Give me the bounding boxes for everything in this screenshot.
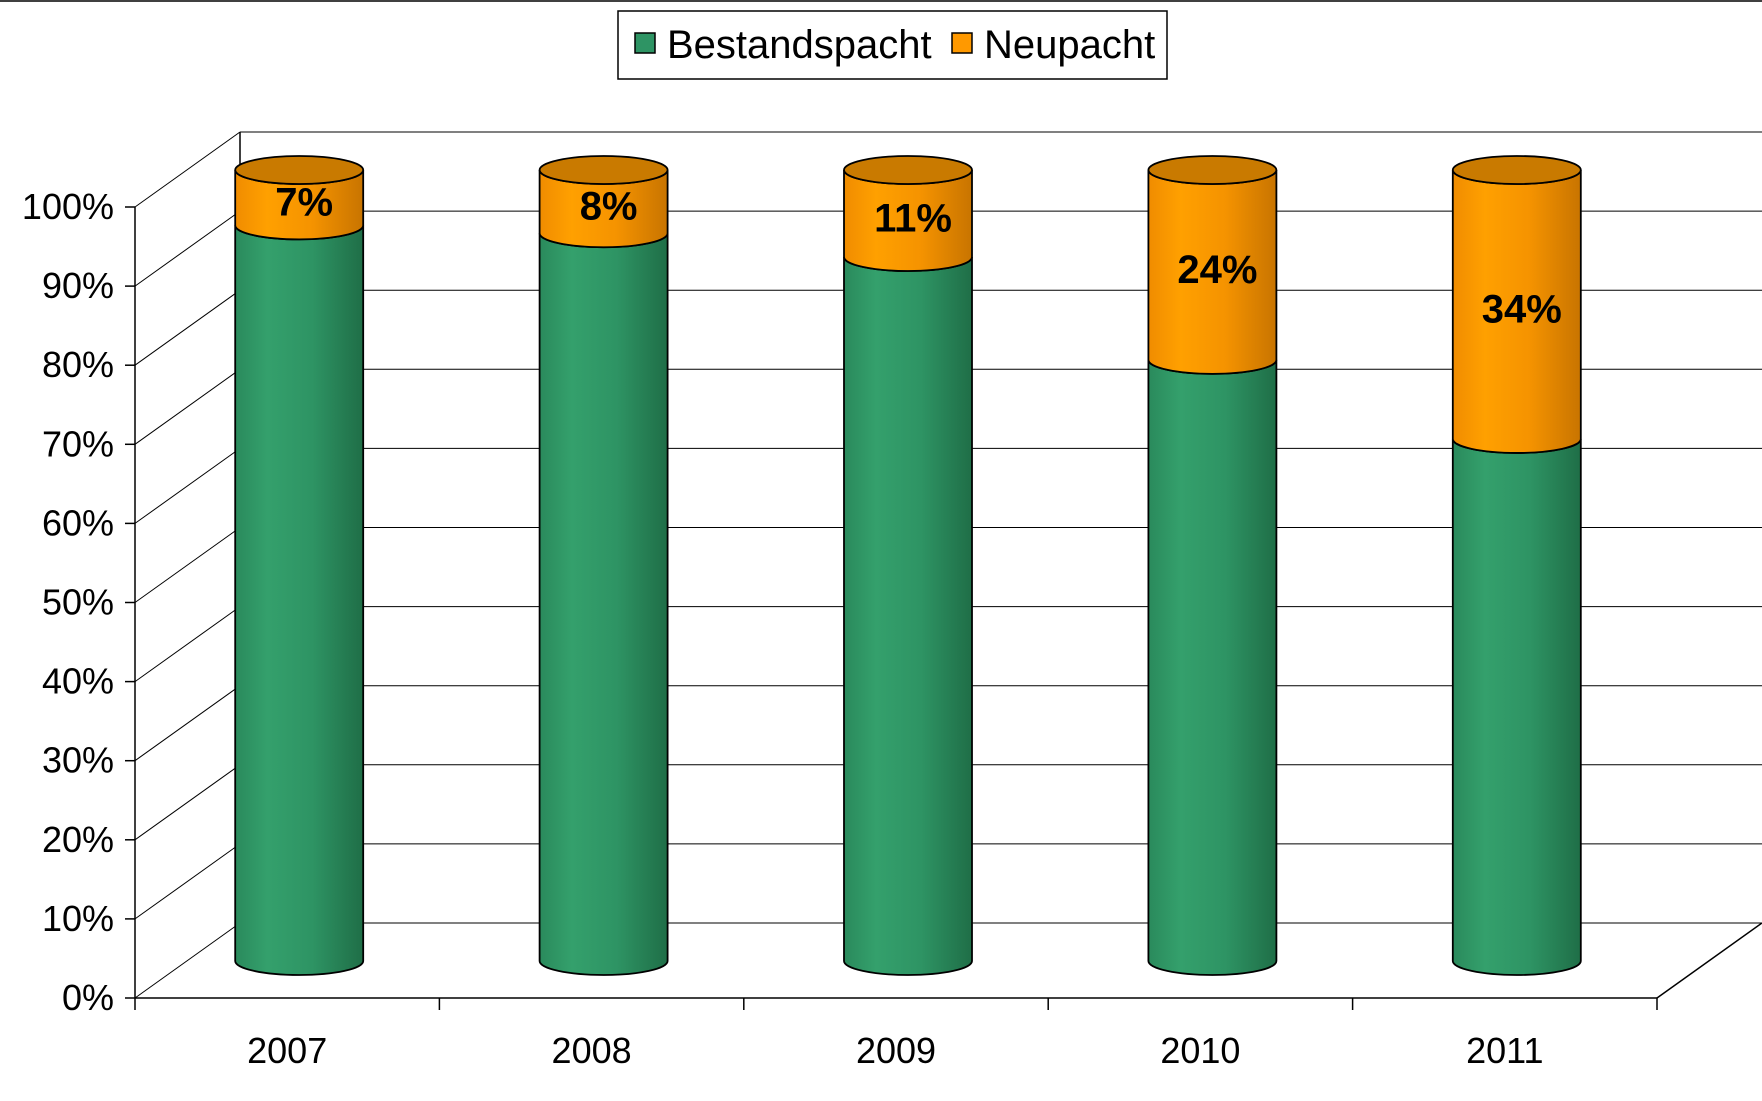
data-label-2011: 34% bbox=[1482, 287, 1562, 331]
side-gridline bbox=[135, 290, 240, 365]
legend: Bestandspacht Neupacht bbox=[618, 11, 1167, 79]
y-tick-label: 90% bbox=[42, 265, 114, 306]
y-tick-label: 100% bbox=[22, 186, 114, 227]
y-tick-label: 30% bbox=[42, 740, 114, 781]
bar-top-2011 bbox=[1453, 156, 1581, 184]
side-gridline bbox=[135, 844, 240, 919]
x-tick-label: 2008 bbox=[552, 1030, 632, 1071]
x-tick-label: 2009 bbox=[856, 1030, 936, 1071]
x-tick-label: 2010 bbox=[1160, 1030, 1240, 1071]
legend-label-neupacht: Neupacht bbox=[984, 23, 1155, 67]
side-gridline bbox=[135, 369, 240, 444]
floor-right-edge bbox=[1657, 923, 1762, 998]
y-tick-label: 60% bbox=[42, 502, 114, 543]
y-tick-label: 20% bbox=[42, 819, 114, 860]
bar-top-2010 bbox=[1148, 156, 1276, 184]
side-gridline bbox=[135, 607, 240, 682]
side-gridline bbox=[135, 528, 240, 603]
y-axis-tick-labels: 0% 10% 20% 30% 40% 50% 60% 70% 80% 90% 100% bbox=[22, 186, 114, 1018]
side-gridline bbox=[135, 923, 240, 998]
bar-bestandspacht-2007 bbox=[235, 225, 363, 975]
data-label-2008: 8% bbox=[580, 185, 638, 229]
x-tick-label: 2011 bbox=[1466, 1030, 1543, 1071]
y-tick-label: 70% bbox=[42, 423, 114, 464]
y-tick-label: 80% bbox=[42, 344, 114, 385]
y-tick-label: 40% bbox=[42, 661, 114, 702]
bars bbox=[235, 156, 1581, 975]
bar-bestandspacht-2009 bbox=[844, 257, 972, 975]
y-tick-label: 0% bbox=[62, 977, 114, 1018]
y-tick-label: 10% bbox=[42, 898, 114, 939]
side-gridline bbox=[135, 765, 240, 840]
side-gridline bbox=[135, 686, 240, 761]
y-tick-label: 50% bbox=[42, 582, 114, 623]
x-tick-label: 2007 bbox=[247, 1030, 327, 1071]
x-axis-tick-labels: 2007 2008 2009 2010 2011 bbox=[247, 1030, 1543, 1071]
bar-top-2008 bbox=[540, 156, 668, 184]
side-gridline bbox=[135, 211, 240, 286]
legend-swatch-neupacht bbox=[952, 33, 972, 53]
data-label-2009: 11% bbox=[874, 197, 952, 241]
bar-top-2009 bbox=[844, 156, 972, 184]
legend-label-bestandspacht: Bestandspacht bbox=[667, 23, 932, 67]
legend-swatch-bestandspacht bbox=[635, 33, 655, 53]
bar-bestandspacht-2011 bbox=[1453, 439, 1581, 975]
side-gridline bbox=[135, 448, 240, 523]
side-gridline bbox=[135, 132, 240, 207]
bar-bestandspacht-2008 bbox=[540, 233, 668, 975]
bar-bestandspacht-2010 bbox=[1148, 360, 1276, 975]
data-label-2010: 24% bbox=[1177, 248, 1257, 292]
data-label-2007: 7% bbox=[275, 181, 333, 225]
